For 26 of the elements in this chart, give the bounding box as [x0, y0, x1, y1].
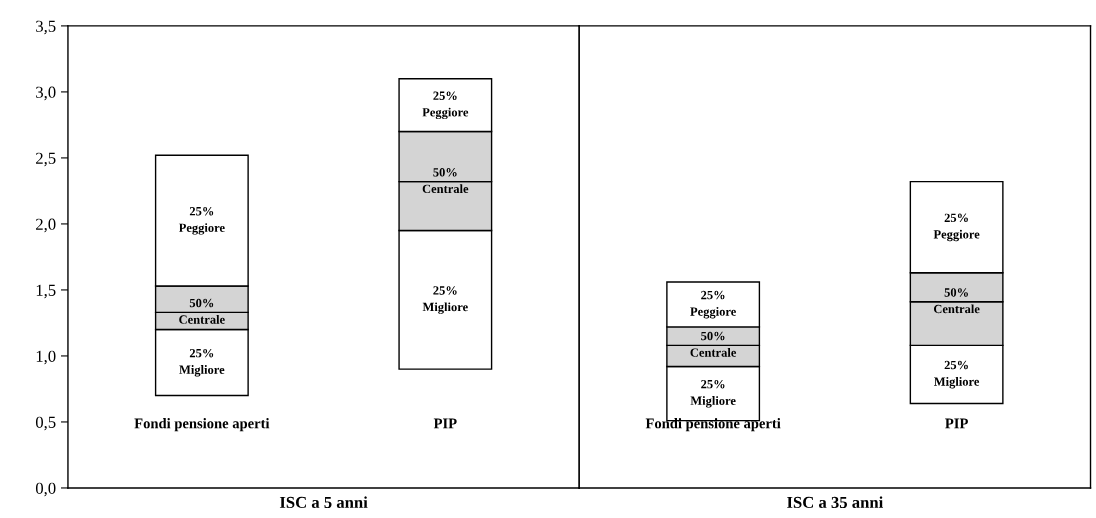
annotation: 50% Centrale: [179, 298, 225, 324]
x-tick-label: PIP: [945, 418, 968, 429]
y-tick-label: 1,5: [36, 284, 56, 299]
annotation: 25% Migliore: [179, 348, 225, 377]
text: 25% Peggiore: [933, 213, 980, 242]
y-tick-label: 1,0: [36, 350, 56, 365]
annotation: 50% Centrale: [690, 331, 737, 357]
y-tick-label: 0,5: [35, 416, 56, 431]
text: 50% Centrale: [933, 288, 980, 314]
text: 25% Migliore: [422, 286, 468, 314]
x-axis-title: ISC a 5 anni: [279, 496, 368, 509]
text: 25% Migliore: [934, 360, 980, 389]
x-tick-label: Fondi pensione aperti: [645, 418, 781, 432]
y-tick-label: 3,0: [36, 86, 56, 101]
annotation: 25% Peggiore: [178, 207, 225, 235]
y-tick-label: 3,5: [36, 20, 56, 35]
y-tick-label: 2,5: [36, 152, 56, 167]
annotation: 25% Migliore: [690, 379, 736, 408]
text: 50% Centrale: [422, 168, 469, 194]
x-tick-label: Fondi pensione aperti: [134, 418, 270, 432]
x-axis-title: ISC a 35 anni: [787, 496, 884, 509]
text: 25% Peggiore: [422, 91, 469, 120]
y-tick-label: 2,0: [36, 218, 56, 233]
y-tick-label: 0,0: [35, 482, 56, 497]
annotation: 25% Peggiore: [690, 290, 736, 319]
x-tick-label: PIP: [433, 418, 457, 429]
